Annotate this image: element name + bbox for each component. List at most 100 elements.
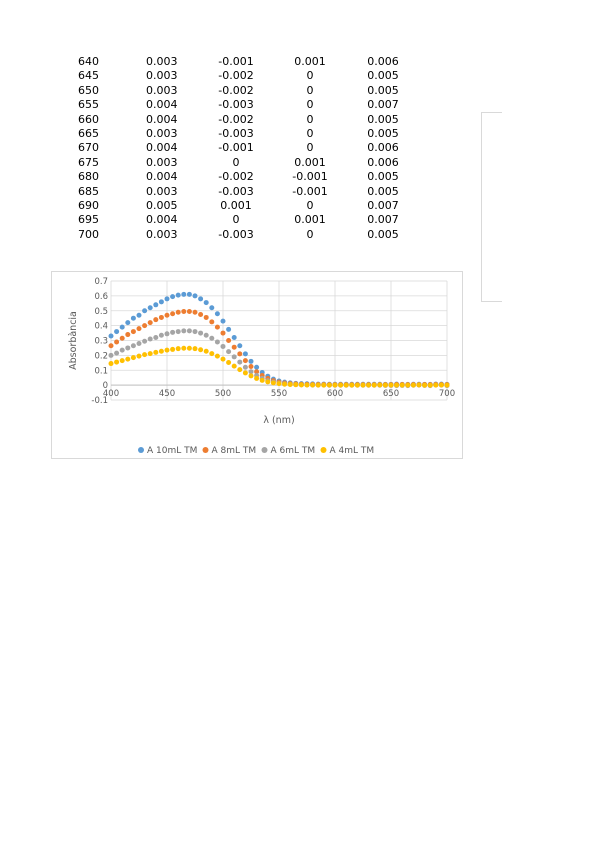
data-point [158,348,164,354]
data-point [349,382,355,388]
table-cell: 680 [78,170,99,184]
table-cell: 0.003 [146,83,178,97]
data-point [209,305,215,311]
data-point [164,312,170,318]
table-cell: 0.005 [146,198,178,212]
data-point [130,329,136,335]
data-point [198,311,204,317]
data-point [153,302,159,308]
data-point [214,311,220,317]
data-point [203,348,209,354]
data-point [130,355,136,361]
y-tick-label: 0.3 [94,337,108,347]
data-point [170,346,176,352]
table-cell: -0.002 [218,83,254,97]
table-cell: 690 [78,198,99,212]
data-point [371,382,377,388]
data-point [186,328,192,334]
table-cell: -0.001 [218,55,254,68]
data-point [287,382,293,388]
x-tick-label: 450 [159,389,175,399]
data-point [427,382,433,388]
data-point [119,324,125,330]
data-point [170,329,176,335]
data-point [248,364,254,370]
x-tick-label: 550 [271,389,287,399]
table-cell: 0.001 [294,55,326,68]
table-cell: 0.001 [294,213,326,227]
data-point [108,361,114,367]
data-point [220,318,226,324]
data-point [377,382,383,388]
side-panel-box [481,112,502,302]
data-point [130,343,136,349]
legend-label: A 8mL TM [212,446,257,456]
table-cell: 0.004 [146,98,178,112]
table-cell: 675 [78,155,99,169]
data-point [181,345,187,351]
data-point [315,382,321,388]
y-tick-label: 0.2 [94,351,108,361]
data-point [114,339,120,345]
table-cell: -0.003 [218,126,254,140]
data-point [360,382,366,388]
data-point [186,308,192,314]
data-point [248,373,254,379]
data-point [198,347,204,353]
data-point [410,382,416,388]
data-point [119,335,125,341]
data-point [142,352,148,358]
data-point [164,296,170,302]
data-point [198,330,204,336]
data-point [153,335,159,341]
data-point [220,356,226,362]
table-cell: 0.005 [367,184,399,198]
table-cell: 0 [306,198,314,212]
table-cell: 0.007 [367,98,399,112]
y-axis-title: Absorbància [68,311,79,370]
legend-marker [202,447,209,453]
x-tick-label: 500 [215,389,231,399]
data-point [226,326,232,332]
data-point [343,382,349,388]
data-point [192,309,198,315]
table-cell: 0.007 [367,213,399,227]
data-point [237,359,243,365]
data-point [142,323,148,329]
data-point [114,350,120,356]
data-point [310,382,316,388]
data-point [242,364,248,370]
data-point [181,328,187,334]
data-point [125,345,131,351]
data-point [242,351,248,357]
data-point [394,382,400,388]
data-point [181,291,187,297]
table-cell: 695 [78,213,99,227]
data-point [231,344,237,350]
data-point [304,382,310,388]
data-point [203,332,209,338]
table-cell: 665 [78,126,99,140]
data-point [259,377,265,383]
x-tick-label: 400 [103,389,119,399]
data-point [198,296,204,302]
data-point [175,346,181,352]
data-point [114,329,120,335]
data-point [170,294,176,300]
data-point [114,359,120,365]
data-point [175,329,181,335]
data-point [405,382,411,388]
data-point [192,293,198,299]
chart-frame: -0.1 0 0.1 0.2 0.3 0.4 0.5 0.6 0.7 400 450 500 550 60… [51,271,463,459]
data-point [136,340,142,346]
table-cell: 0.004 [146,112,178,126]
data-point [142,338,148,344]
table-cell: 0.003 [146,55,178,68]
table-cell: 0.003 [146,69,178,83]
data-point [388,382,394,388]
table-cell: 685 [78,184,99,198]
table-cell: 0.003 [146,126,178,140]
data-point [175,292,181,298]
table-cell: 650 [78,83,99,97]
data-point [186,291,192,297]
